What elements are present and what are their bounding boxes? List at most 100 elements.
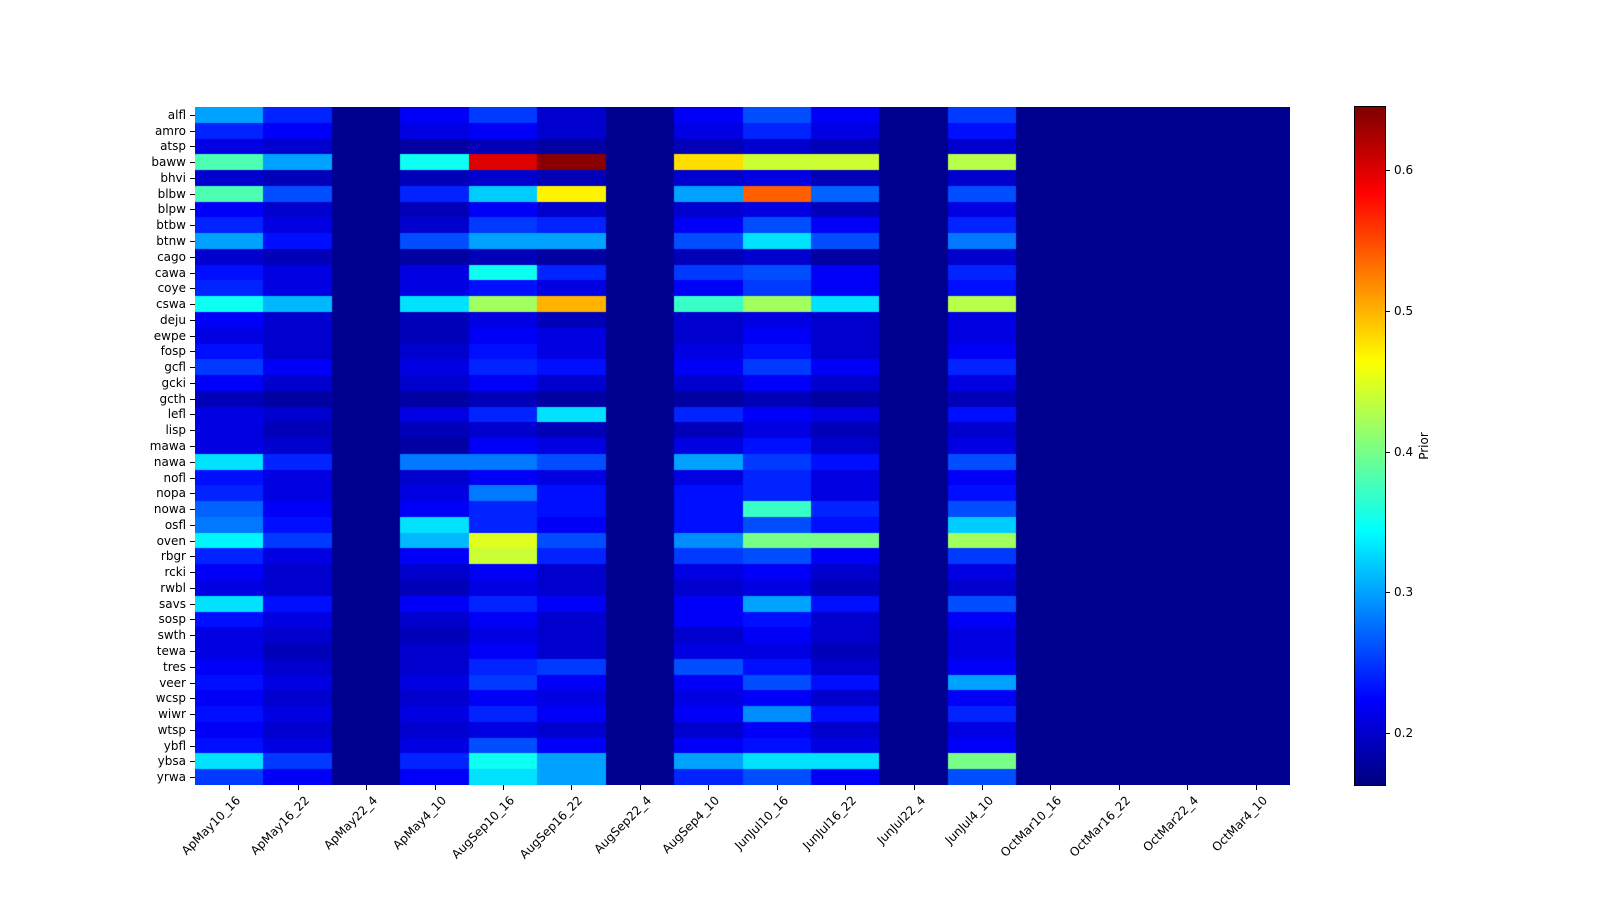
y-tick-mark <box>190 257 195 258</box>
y-tick-mark <box>190 556 195 557</box>
y-tick-mark <box>190 225 195 226</box>
x-tick-mark <box>1256 785 1257 790</box>
x-tick-mark <box>571 785 572 790</box>
x-tick-label: OctMar4_10 <box>1208 793 1270 855</box>
x-tick-label: AugSep16_22 <box>517 793 586 862</box>
y-tick-label: nopa <box>156 486 186 501</box>
x-tick-mark <box>366 785 367 790</box>
x-tick-label: ApMay22_4 <box>321 793 381 853</box>
colorbar-tick-mark <box>1386 452 1390 453</box>
y-tick-mark <box>190 336 195 337</box>
y-tick-mark <box>190 509 195 510</box>
y-tick-mark <box>190 746 195 747</box>
x-tick-mark <box>435 785 436 790</box>
y-tick-label: nofl <box>163 470 186 485</box>
y-tick-label: tres <box>162 659 186 674</box>
y-tick-mark <box>190 178 195 179</box>
x-tick-mark <box>708 785 709 790</box>
x-tick-mark <box>914 785 915 790</box>
heatmap-canvas <box>195 107 1290 785</box>
y-tick-label: ybfl <box>163 738 186 753</box>
y-tick-label: atsp <box>160 139 186 154</box>
y-tick-mark <box>190 430 195 431</box>
colorbar-tick-label: 0.4 <box>1394 444 1414 459</box>
y-tick-label: nawa <box>153 454 186 469</box>
y-tick-mark <box>190 761 195 762</box>
x-tick-mark <box>845 785 846 790</box>
y-tick-label: blbw <box>157 186 186 201</box>
y-tick-mark <box>190 651 195 652</box>
y-tick-mark <box>190 478 195 479</box>
y-tick-label: yrwa <box>156 770 186 785</box>
y-tick-label: nowa <box>153 502 186 517</box>
y-tick-label: tewa <box>156 643 186 658</box>
y-tick-mark <box>190 525 195 526</box>
y-tick-mark <box>190 115 195 116</box>
y-tick-label: deju <box>160 312 186 327</box>
colorbar-label: Prior <box>1417 432 1431 460</box>
y-tick-label: btnw <box>156 234 186 249</box>
y-tick-mark <box>190 730 195 731</box>
y-tick-label: ewpe <box>153 328 186 343</box>
y-tick-mark <box>190 714 195 715</box>
y-tick-label: fosp <box>160 344 186 359</box>
y-tick-label: btbw <box>156 218 186 233</box>
y-tick-label: wiwr <box>158 707 186 722</box>
y-tick-label: rbgr <box>160 549 186 564</box>
colorbar-tick-label: 0.5 <box>1394 303 1414 318</box>
x-tick-label: OctMar10_16 <box>998 793 1065 860</box>
y-tick-label: cswa <box>155 297 186 312</box>
y-tick-label: lisp <box>165 423 186 438</box>
y-tick-mark <box>190 462 195 463</box>
y-tick-mark <box>190 288 195 289</box>
y-tick-mark <box>190 777 195 778</box>
y-tick-mark <box>190 619 195 620</box>
y-tick-label: blpw <box>157 202 186 217</box>
x-tick-label: JunJul22_4 <box>873 793 928 848</box>
x-tick-label: ApMay16_22 <box>247 793 312 858</box>
y-tick-label: gcfl <box>164 360 186 375</box>
x-tick-label: JunJul4_10 <box>942 793 997 848</box>
y-tick-label: rcki <box>164 565 186 580</box>
y-tick-label: savs <box>159 596 186 611</box>
y-tick-label: bhvi <box>160 170 186 185</box>
x-tick-mark <box>503 785 504 790</box>
x-tick-label: JunJul16_22 <box>800 793 860 853</box>
y-tick-label: cawa <box>154 265 186 280</box>
y-tick-mark <box>190 604 195 605</box>
colorbar-tick-label: 0.6 <box>1394 163 1414 178</box>
y-tick-mark <box>190 698 195 699</box>
x-tick-label: AugSep4_10 <box>659 793 723 857</box>
y-tick-mark <box>190 493 195 494</box>
colorbar-tick-mark <box>1386 733 1390 734</box>
y-tick-mark <box>190 320 195 321</box>
x-tick-mark <box>229 785 230 790</box>
y-tick-mark <box>190 588 195 589</box>
y-tick-mark <box>190 351 195 352</box>
y-tick-mark <box>190 683 195 684</box>
colorbar-tick-mark <box>1386 592 1390 593</box>
x-tick-mark <box>640 785 641 790</box>
x-tick-mark <box>982 785 983 790</box>
y-tick-label: coye <box>157 281 186 296</box>
y-tick-label: oven <box>156 533 186 548</box>
y-tick-label: wcsp <box>155 691 186 706</box>
y-tick-mark <box>190 209 195 210</box>
x-tick-mark <box>777 785 778 790</box>
x-tick-label: AugSep22_4 <box>591 793 655 857</box>
y-tick-label: veer <box>159 675 186 690</box>
y-tick-mark <box>190 446 195 447</box>
x-tick-mark <box>1187 785 1188 790</box>
y-tick-label: mawa <box>149 439 186 453</box>
x-tick-label: ApMay4_10 <box>389 793 449 853</box>
y-tick-label: lefl <box>167 407 186 422</box>
colorbar-canvas <box>1354 106 1386 786</box>
y-tick-mark <box>190 304 195 305</box>
colorbar-tick-label: 0.2 <box>1394 725 1414 740</box>
y-tick-label: amro <box>154 123 186 138</box>
colorbar-tick-mark <box>1386 311 1390 312</box>
y-tick-label: alfl <box>167 107 186 122</box>
x-tick-mark <box>1050 785 1051 790</box>
y-tick-mark <box>190 367 195 368</box>
